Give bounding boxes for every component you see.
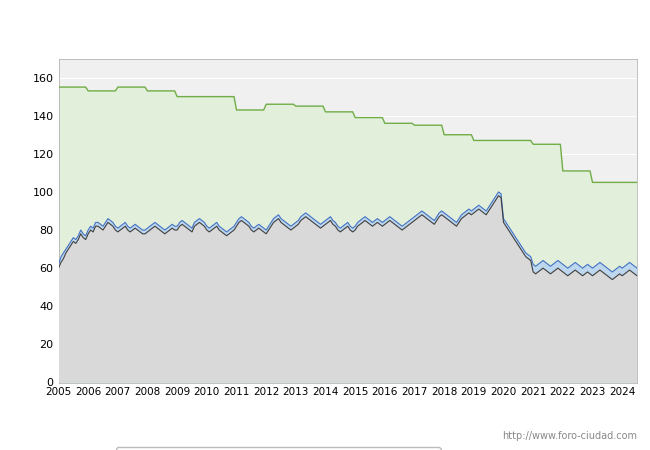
Legend: Ocupados, Parados, Hab. entre 16-64: Ocupados, Parados, Hab. entre 16-64 bbox=[116, 447, 441, 450]
Text: http://www.foro-ciudad.com: http://www.foro-ciudad.com bbox=[502, 431, 637, 441]
Text: La Hinojosa - Evolucion de la poblacion en edad de Trabajar Mayo de 2024: La Hinojosa - Evolucion de la poblacion … bbox=[47, 21, 603, 33]
